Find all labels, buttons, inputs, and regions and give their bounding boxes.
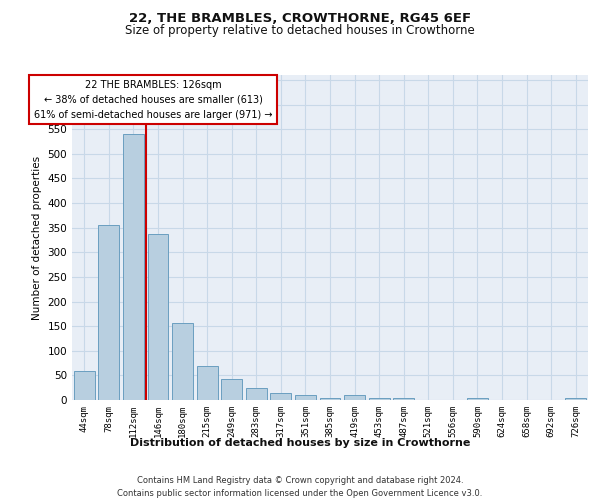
Bar — [246, 388, 267, 400]
Bar — [393, 398, 414, 400]
Bar — [295, 395, 316, 400]
Text: Distribution of detached houses by size in Crowthorne: Distribution of detached houses by size … — [130, 438, 470, 448]
Text: Contains public sector information licensed under the Open Government Licence v3: Contains public sector information licen… — [118, 489, 482, 498]
Bar — [565, 398, 586, 400]
Bar — [368, 398, 389, 400]
Bar — [148, 234, 169, 400]
Text: 22 THE BRAMBLES: 126sqm
← 38% of detached houses are smaller (613)
61% of semi-d: 22 THE BRAMBLES: 126sqm ← 38% of detache… — [34, 80, 272, 120]
Bar — [344, 395, 365, 400]
Bar — [320, 398, 340, 400]
Bar — [172, 322, 193, 400]
Bar — [271, 392, 292, 400]
Bar — [467, 398, 488, 400]
Bar — [98, 225, 119, 400]
Bar — [123, 134, 144, 400]
Text: Size of property relative to detached houses in Crowthorne: Size of property relative to detached ho… — [125, 24, 475, 37]
Text: Contains HM Land Registry data © Crown copyright and database right 2024.: Contains HM Land Registry data © Crown c… — [137, 476, 463, 485]
Text: 22, THE BRAMBLES, CROWTHORNE, RG45 6EF: 22, THE BRAMBLES, CROWTHORNE, RG45 6EF — [129, 12, 471, 26]
Y-axis label: Number of detached properties: Number of detached properties — [32, 156, 42, 320]
Bar — [74, 372, 95, 400]
Bar — [197, 366, 218, 400]
Bar — [221, 380, 242, 400]
